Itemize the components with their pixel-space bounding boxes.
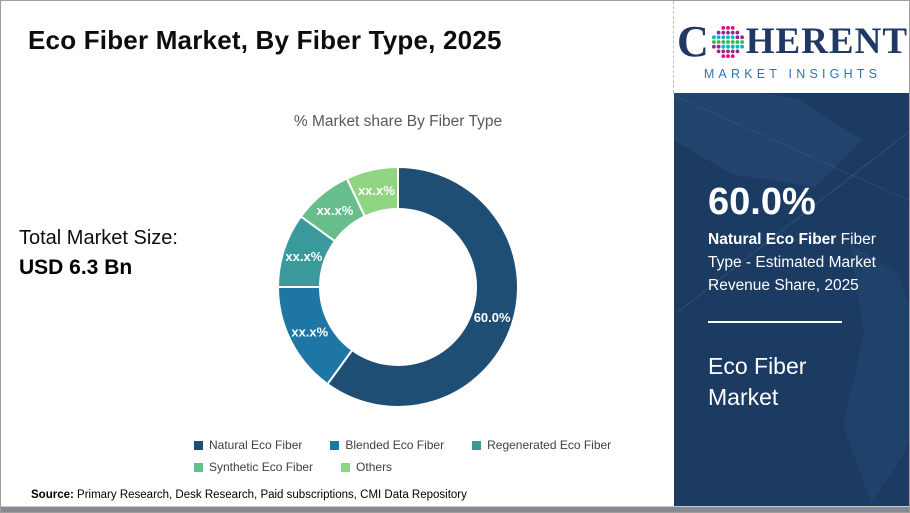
- sidebar: C HERENT MARKET INSIGHTS 60.0% Natural E…: [673, 1, 909, 512]
- globe-dot: [716, 34, 721, 39]
- globe-dot: [721, 44, 725, 49]
- source-text: Primary Research, Desk Research, Paid su…: [73, 489, 467, 501]
- globe-dot: [721, 49, 725, 53]
- globe-dot: [711, 44, 716, 49]
- globe-dot: [725, 39, 730, 44]
- globe-dot: [711, 39, 716, 44]
- source-line: Source: Primary Research, Desk Research,…: [31, 489, 467, 501]
- legend-item-synthetic-eco-fiber: Synthetic Eco Fiber: [194, 460, 313, 474]
- brand-logo: C HERENT MARKET INSIGHTS: [674, 1, 909, 93]
- logo-letter-c: C: [676, 16, 709, 66]
- globe-dot: [721, 25, 725, 30]
- globe-dot: [730, 34, 735, 39]
- legend-swatch: [330, 440, 340, 450]
- globe-dot: [725, 44, 730, 49]
- globe-dot: [725, 53, 730, 58]
- highlight-stat-description: Natural Eco Fiber Fiber Type - Estimated…: [708, 229, 900, 298]
- chart-legend: Natural Eco Fiber Blended Eco Fiber Regene…: [194, 438, 674, 474]
- globe-dot: [735, 34, 740, 39]
- globe-dot: [735, 49, 740, 53]
- globe-dot: [721, 34, 725, 39]
- stat-description-rest: Fiber Type - Estimated Market Revenue Sh…: [708, 231, 876, 294]
- panel-divider-line: [708, 321, 842, 323]
- globe-dot: [730, 25, 735, 30]
- globe-dot: [739, 44, 744, 49]
- legend-item-others: Others: [341, 460, 392, 474]
- globe-dot: [725, 49, 730, 53]
- legend-swatch: [194, 462, 203, 472]
- total-market-size-block: Total Market Size: USD 6.3 Bn: [19, 227, 178, 280]
- slice-label: xx.x%: [358, 183, 395, 198]
- globe-dot: [739, 34, 744, 39]
- dashed-divider: [673, 1, 674, 93]
- globe-dot: [739, 39, 744, 44]
- highlight-stat-value: 60.0%: [708, 181, 816, 223]
- slice-label: 60.0%: [474, 310, 511, 325]
- globe-dot: [721, 30, 725, 34]
- globe-dot: [725, 25, 730, 30]
- legend-label: Regenerated Eco Fiber: [487, 438, 612, 452]
- globe-dot: [725, 34, 730, 39]
- legend-label: Synthetic Eco Fiber: [209, 460, 314, 474]
- globe-dot: [730, 30, 735, 34]
- globe-dot: [716, 30, 721, 34]
- highlight-panel: 60.0% Natural Eco Fiber Fiber Type - Est…: [674, 93, 909, 509]
- legend-label: Others: [356, 460, 393, 474]
- legend-label: Blended Eco Fiber: [345, 438, 445, 452]
- main-content-area: Eco Fiber Market, By Fiber Type, 2025 % …: [1, 1, 674, 508]
- logo-wordmark: C HERENT: [676, 16, 909, 66]
- logo-tagline: MARKET INSIGHTS: [703, 66, 882, 81]
- globe-dot: [716, 44, 721, 49]
- donut-slice-others: [345, 166, 399, 218]
- globe-dot: [730, 44, 735, 49]
- globe-dot: [735, 39, 740, 44]
- page-title: Eco Fiber Market, By Fiber Type, 2025: [28, 25, 502, 55]
- legend-item-natural-eco-fiber: Natural Eco Fiber: [194, 438, 302, 452]
- globe-dot: [730, 39, 735, 44]
- slice-label: xx.x%: [316, 203, 353, 218]
- legend-swatch: [472, 440, 482, 450]
- stat-segment-name: Natural Eco Fiber: [708, 231, 837, 248]
- total-market-size-label: Total Market Size:: [19, 227, 178, 249]
- logo-word-rest: HERENT: [745, 21, 909, 62]
- chart-title: % Market share By Fiber Type: [293, 113, 503, 130]
- globe-dot: [716, 49, 721, 53]
- globe-dot: [716, 39, 721, 44]
- dotted-globe-icon: [711, 25, 744, 58]
- legend-item-blended-eco-fiber: Blended Eco Fiber: [330, 438, 444, 452]
- globe-dot: [730, 49, 735, 53]
- globe-dot: [721, 39, 725, 44]
- total-market-size-value: USD 6.3 Bn: [19, 256, 133, 279]
- legend-swatch: [194, 440, 203, 450]
- globe-dot: [711, 34, 716, 39]
- globe-dot: [735, 30, 740, 34]
- globe-dot: [730, 53, 735, 58]
- market-name: Eco Fiber Market: [708, 353, 807, 411]
- legend-swatch: [341, 462, 351, 472]
- source-label: Source:: [31, 489, 74, 501]
- donut-chart: 60.0% xx.x% xx.x% xx.x% xx.x%: [277, 166, 519, 408]
- globe-dot: [735, 44, 740, 49]
- slice-label: xx.x%: [285, 249, 322, 264]
- legend-item-regenerated-eco-fiber: Regenerated Eco Fiber: [472, 438, 611, 452]
- legend-label: Natural Eco Fiber: [209, 438, 303, 452]
- slice-label: xx.x%: [291, 324, 328, 339]
- globe-dot: [721, 53, 725, 58]
- donut-slice-natural-eco-fiber: [326, 166, 519, 408]
- slide-bottom-edge: [1, 506, 909, 512]
- globe-dot: [725, 30, 730, 34]
